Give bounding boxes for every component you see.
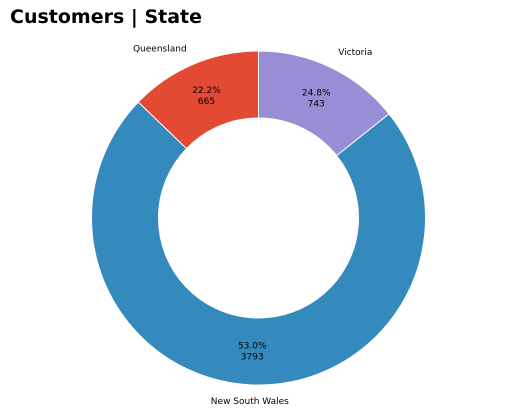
labels-group: Victoria 24.8%743 New South Wales 53.0%3793… (133, 44, 372, 407)
value-label: 665 (198, 97, 215, 107)
percent-label: 53.0% (238, 341, 267, 351)
category-label-victoria: Victoria (338, 48, 372, 58)
percent-label: 22.2% (192, 86, 221, 96)
slice-new-south-wales (91, 101, 426, 386)
slice-queensland (137, 50, 259, 150)
percent-label: 24.8% (302, 89, 331, 99)
category-label-new-south-wales: New South Wales (211, 397, 289, 407)
category-label-queensland: Queensland (133, 44, 187, 54)
value-label: 3793 (241, 352, 264, 362)
value-label: 743 (308, 100, 325, 110)
slices-group (91, 50, 426, 386)
chart-title: Customers | State (10, 6, 203, 28)
